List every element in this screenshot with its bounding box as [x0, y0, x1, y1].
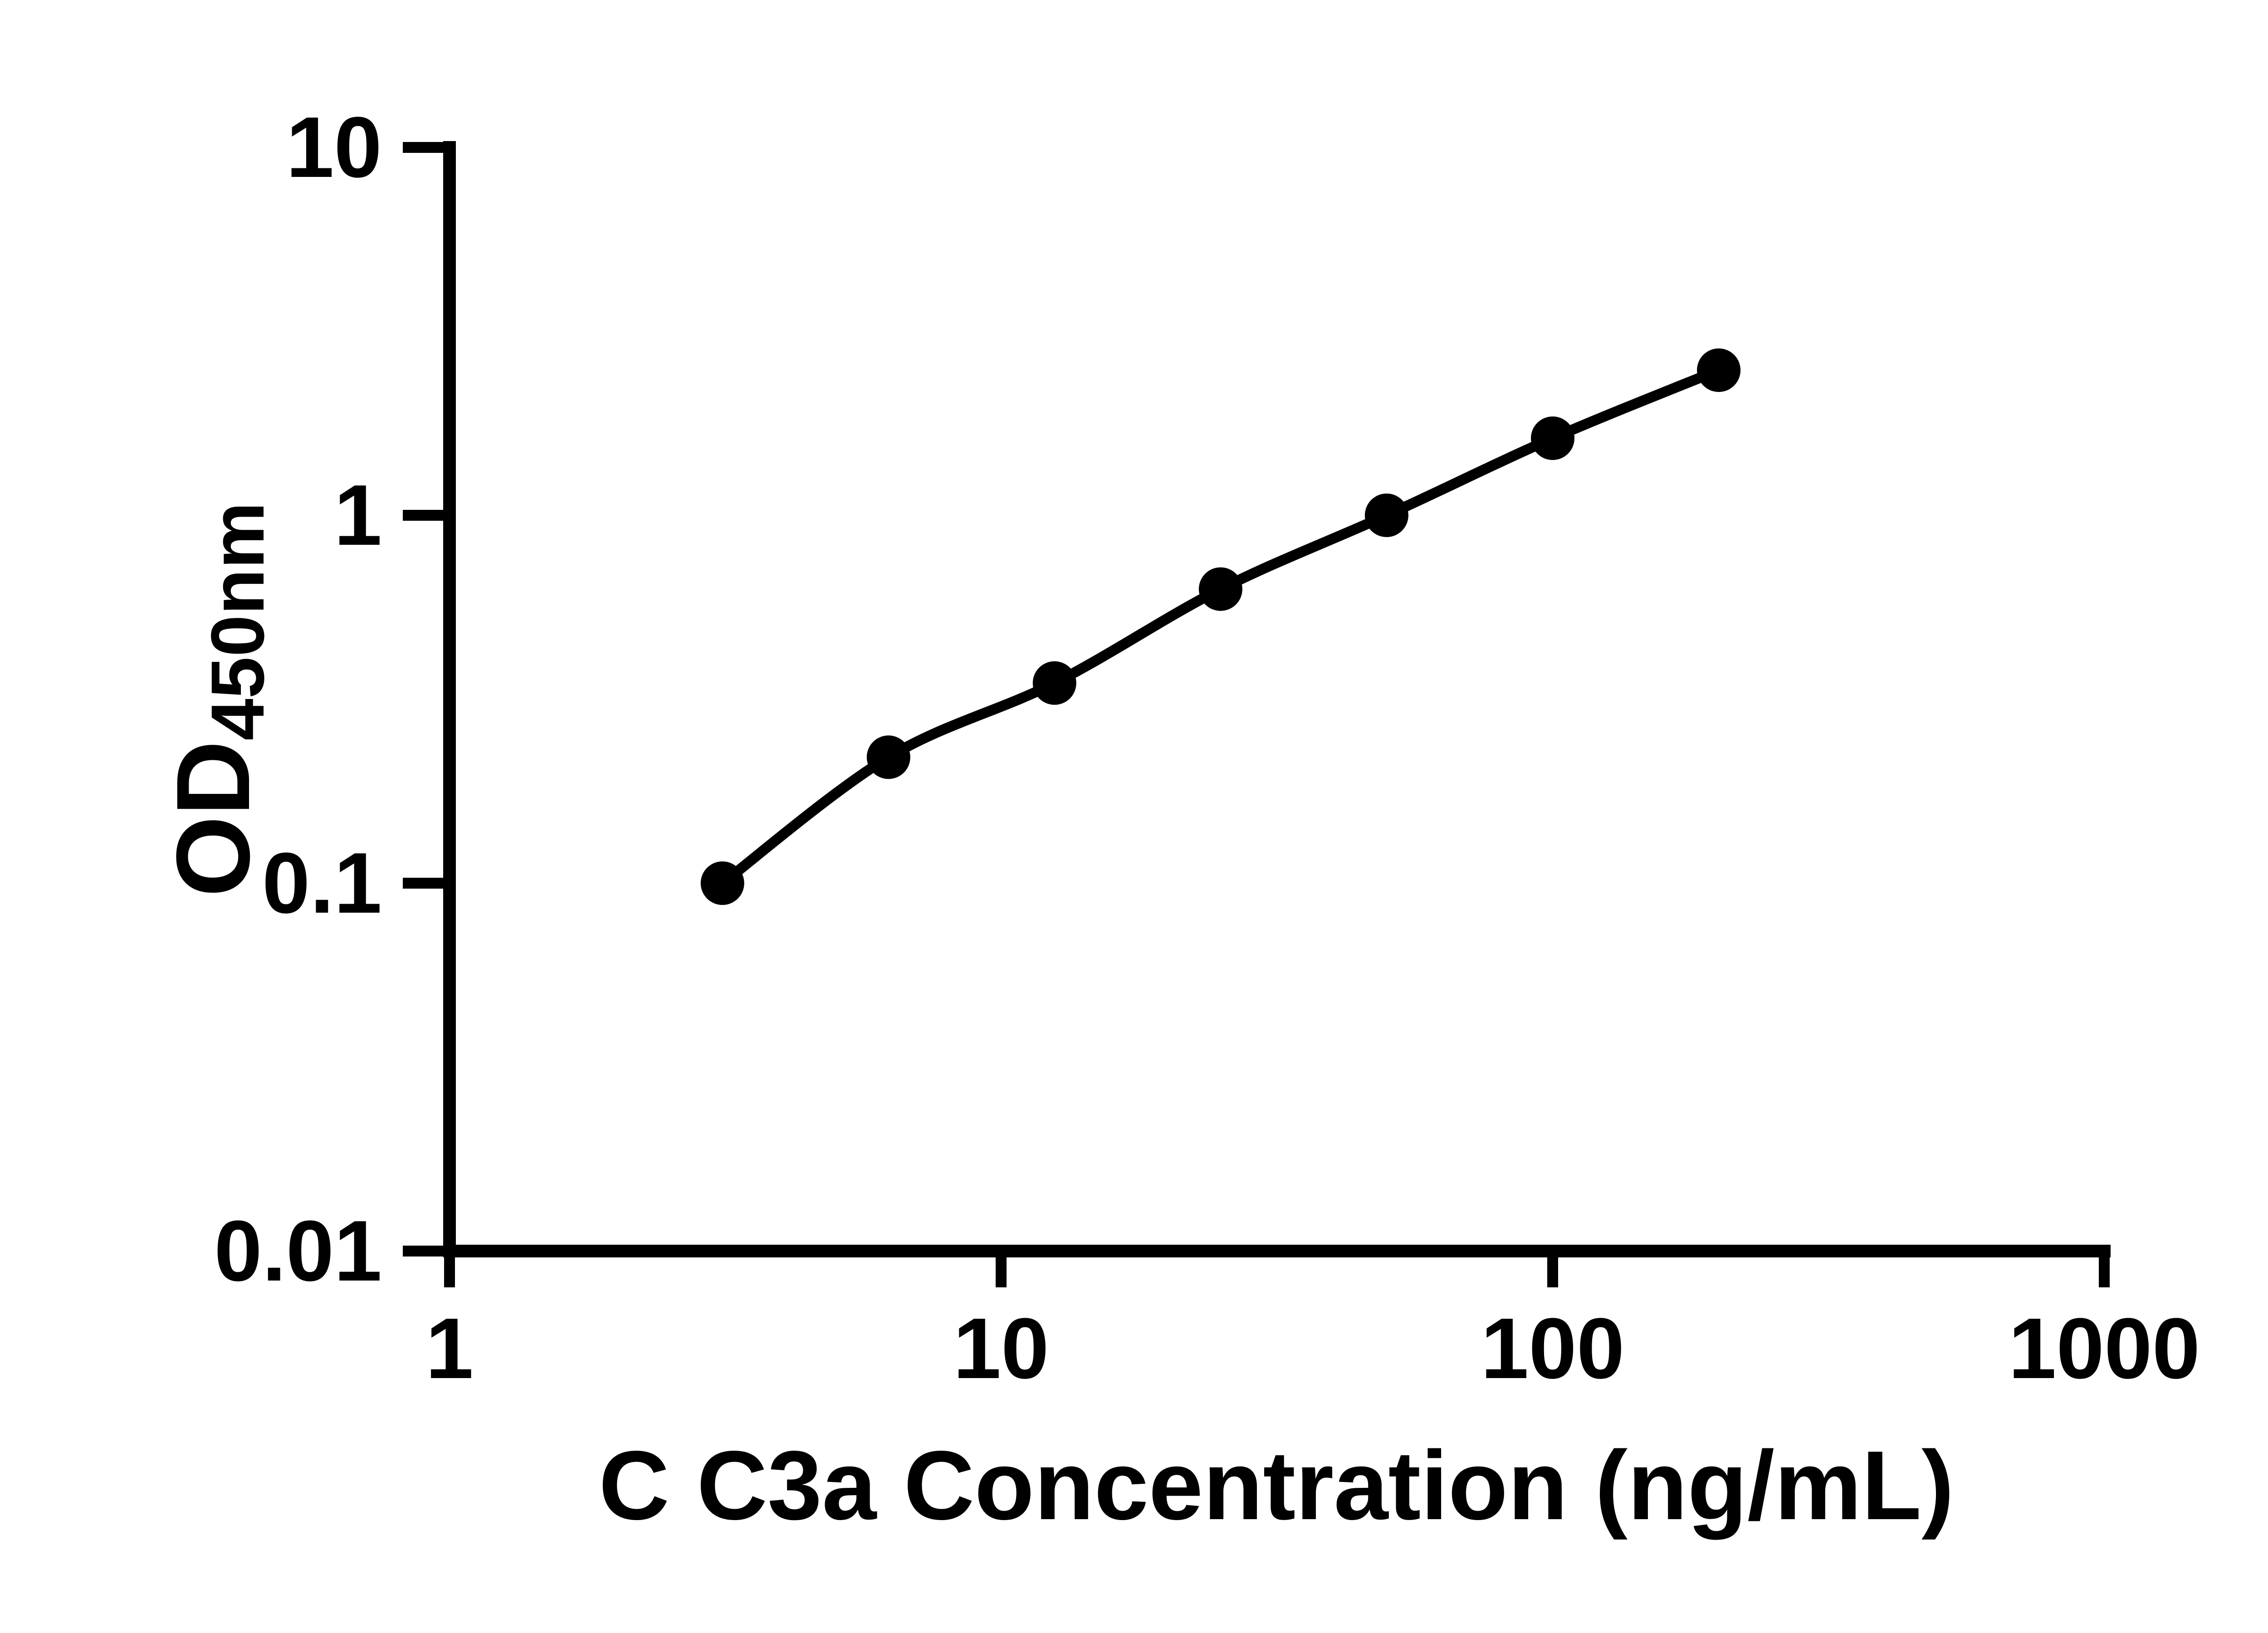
- y-tick-label: 0.01: [214, 1203, 382, 1299]
- data-point-marker: [1032, 661, 1076, 705]
- x-tick-label: 100: [1481, 1301, 1625, 1397]
- x-axis-title: C C3a Concentration (ng/mL): [598, 1430, 1955, 1540]
- y-tick-label: 10: [286, 99, 382, 196]
- x-tick-label: 1: [425, 1301, 474, 1397]
- x-tick-label: 10: [953, 1301, 1049, 1397]
- data-point-marker: [1531, 416, 1574, 460]
- y-axis-title: OD450nm: [155, 502, 280, 897]
- data-point-marker: [866, 735, 910, 779]
- data-point-marker: [1198, 567, 1242, 611]
- x-tick-label: 1000: [2008, 1301, 2200, 1397]
- y-axis-title-subscript: 450nm: [196, 502, 280, 741]
- data-point-marker: [1364, 494, 1408, 537]
- y-tick-label: 1: [334, 467, 382, 563]
- y-tick-label: 0.1: [262, 835, 382, 931]
- data-point-marker: [700, 861, 744, 905]
- y-axis-title-main: OD: [155, 740, 271, 897]
- data-point-marker: [1697, 348, 1741, 392]
